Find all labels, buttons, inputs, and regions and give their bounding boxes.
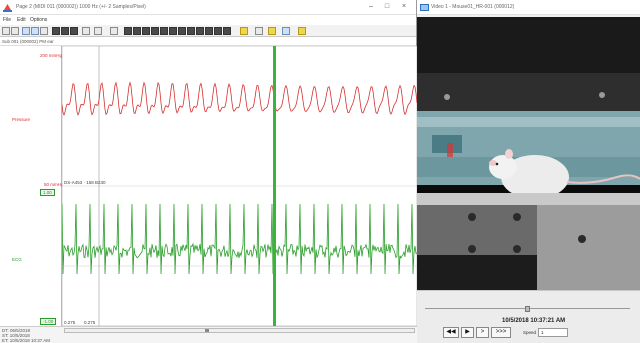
video-timestamp: 10/5/2018 10:37:21 AM bbox=[502, 318, 566, 324]
speed-label: Speed bbox=[523, 330, 537, 335]
info-bar: Sub 001 (000002) PM ear bbox=[0, 38, 416, 46]
play-button[interactable]: ▶ bbox=[461, 327, 474, 338]
pressure-channel-label[interactable]: Pressure bbox=[12, 117, 31, 122]
toolbar-layout-button[interactable] bbox=[178, 27, 186, 35]
toolbar-layout-button[interactable] bbox=[151, 27, 159, 35]
speed-input[interactable]: 1 bbox=[538, 328, 568, 337]
toolbar-layout-button[interactable] bbox=[133, 27, 141, 35]
toolbar-save-button[interactable] bbox=[11, 27, 19, 35]
ecg-scale-bottom[interactable]: -1.00 bbox=[40, 318, 57, 325]
waveform-plot[interactable] bbox=[62, 46, 417, 326]
left-window-title: Page 2 (MIDI 011 (000002)) 1000 Hz (+/- … bbox=[16, 4, 146, 10]
ecg-readout: DS-A453 · 158 B230 bbox=[64, 180, 106, 185]
toolbar-filter-button[interactable] bbox=[255, 27, 263, 35]
time-tick-label: 0.275 bbox=[84, 320, 96, 325]
ecg-trace bbox=[62, 203, 417, 275]
toolbar-layout-button[interactable] bbox=[214, 27, 222, 35]
video-app-icon bbox=[420, 4, 429, 11]
toolbar-grid-button[interactable] bbox=[110, 27, 118, 35]
toolbar-layout-button[interactable] bbox=[160, 27, 168, 35]
date-label: DT: 06/5/2018 bbox=[2, 328, 31, 333]
toolbar-layout-button[interactable] bbox=[196, 27, 204, 35]
video-window: Video 1 - Mouse01_HR-001 (000012) bbox=[417, 0, 640, 343]
toolbar-zoom-out-button[interactable] bbox=[31, 27, 39, 35]
toolbar-layout-button[interactable] bbox=[142, 27, 150, 35]
toolbar-layout-button[interactable] bbox=[124, 27, 132, 35]
menubar: File Edit Options bbox=[0, 15, 416, 25]
toolbar-layout-button[interactable] bbox=[169, 27, 177, 35]
time-tick-label: 0.275 bbox=[64, 320, 76, 325]
close-button[interactable]: × bbox=[401, 3, 407, 10]
toolbar bbox=[0, 25, 416, 37]
toolbar-fit-button[interactable] bbox=[40, 27, 48, 35]
toolbar-open-button[interactable] bbox=[2, 27, 10, 35]
menu-file[interactable]: File bbox=[3, 17, 12, 23]
toolbar-marker-button[interactable] bbox=[94, 27, 102, 35]
subject-label: Sub 001 (000002) PM ear bbox=[2, 39, 54, 44]
rewind-button[interactable]: ◀◀ bbox=[443, 327, 459, 338]
seek-thumb[interactable] bbox=[525, 306, 530, 312]
pressure-trace bbox=[62, 81, 417, 117]
toolbar-channel-button[interactable] bbox=[52, 27, 60, 35]
fast-forward-button[interactable]: >>> bbox=[491, 327, 511, 338]
toolbar-layout-button[interactable] bbox=[223, 27, 231, 35]
waveform-svg bbox=[62, 46, 417, 326]
menu-edit[interactable]: Edit bbox=[17, 17, 26, 23]
video-window-title: Video 1 - Mouse01_HR-001 (000012) bbox=[431, 4, 515, 10]
pressure-top-label: 200 mmHg bbox=[40, 53, 63, 58]
menu-options[interactable]: Options bbox=[30, 17, 48, 23]
toolbar-calc-button[interactable] bbox=[282, 27, 290, 35]
toolbar-undo-button[interactable] bbox=[82, 27, 90, 35]
left-titlebar: Page 2 (MIDI 011 (000002)) 1000 Hz (+/- … bbox=[0, 0, 416, 15]
toolbar-note-button[interactable] bbox=[240, 27, 248, 35]
waveform-window: Page 2 (MIDI 011 (000002)) 1000 Hz (+/- … bbox=[0, 0, 417, 343]
pressure-bottom-label: 50 mmHg bbox=[44, 182, 64, 187]
channel-label-column bbox=[0, 46, 62, 326]
seek-slider[interactable] bbox=[425, 306, 630, 312]
horizontal-scrollbar[interactable] bbox=[64, 328, 415, 333]
video-image bbox=[417, 17, 640, 290]
ecg-channel-label[interactable]: ECG bbox=[12, 257, 22, 262]
step-forward-button[interactable]: > bbox=[476, 327, 489, 338]
toolbar-zoom-in-button[interactable] bbox=[22, 27, 30, 35]
toolbar-layout-button[interactable] bbox=[187, 27, 195, 35]
ecg-scale-top[interactable]: 1.00 bbox=[40, 189, 55, 196]
video-frame[interactable] bbox=[417, 17, 640, 290]
toolbar-channel-button[interactable] bbox=[70, 27, 78, 35]
playback-controls: 10/5/2018 10:37:21 AM ◀◀ ▶ > >>> Speed 1 bbox=[417, 290, 640, 343]
scrollbar-thumb[interactable] bbox=[205, 329, 209, 332]
toolbar-help-button[interactable] bbox=[298, 27, 306, 35]
maximize-button[interactable]: □ bbox=[384, 3, 390, 10]
toolbar-layout-button[interactable] bbox=[205, 27, 213, 35]
time-cursor bbox=[273, 46, 276, 326]
toolbar-flag-button[interactable] bbox=[268, 27, 276, 35]
right-titlebar: Video 1 - Mouse01_HR-001 (000012) bbox=[417, 0, 640, 15]
start-time-label: ST: 10/5/2018 bbox=[2, 333, 30, 338]
minimize-button[interactable]: – bbox=[369, 3, 373, 10]
toolbar-channel-button[interactable] bbox=[61, 27, 69, 35]
app-logo-icon bbox=[3, 4, 12, 12]
end-time-label: ET: 10/5/2018 10:37 AM bbox=[2, 338, 51, 343]
